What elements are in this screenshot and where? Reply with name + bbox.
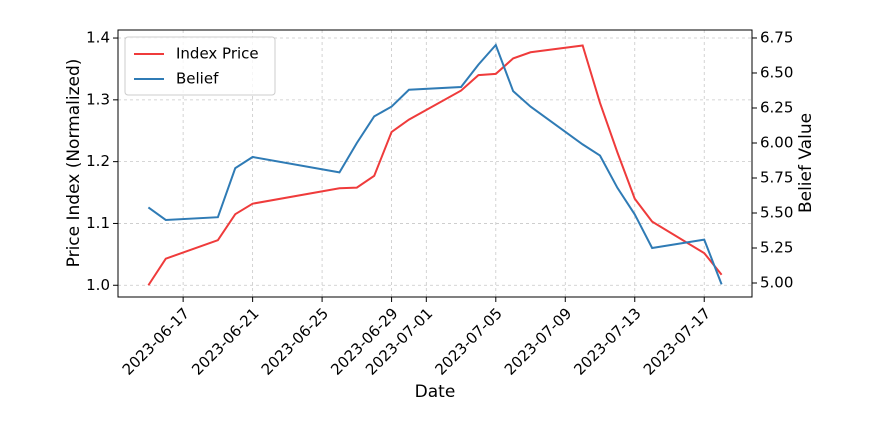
y-tick-label: 1.1 <box>86 214 110 232</box>
y2-tick-label: 6.50 <box>760 63 793 81</box>
legend-label: Belief <box>176 70 219 88</box>
y-tick-label: 1.3 <box>86 90 110 108</box>
legend: Index Price Belief <box>124 36 276 96</box>
y-tick-label: 1.4 <box>86 29 110 47</box>
y2-tick-label: 5.00 <box>760 273 793 291</box>
plot-frame <box>117 29 753 298</box>
y-tick-label: 1.0 <box>86 276 110 294</box>
y2-tick-label: 5.75 <box>760 168 793 186</box>
y2-tick-label: 6.75 <box>760 28 793 46</box>
y2-tick-label: 6.25 <box>760 98 793 116</box>
y2-tick-label: 6.00 <box>760 133 793 151</box>
y2-axis-label: Belief Value <box>796 113 816 213</box>
line <box>147 44 723 286</box>
y-axis-label: Price Index (Normalized) <box>64 59 84 268</box>
line <box>147 43 723 285</box>
legend-label: Index Price <box>176 45 259 63</box>
y2-tick-label: 5.25 <box>760 238 793 256</box>
x-axis-label: Date <box>415 382 456 402</box>
y-tick-label: 1.2 <box>86 152 110 170</box>
y2-tick-label: 5.50 <box>760 203 793 221</box>
legend-box <box>124 36 276 96</box>
